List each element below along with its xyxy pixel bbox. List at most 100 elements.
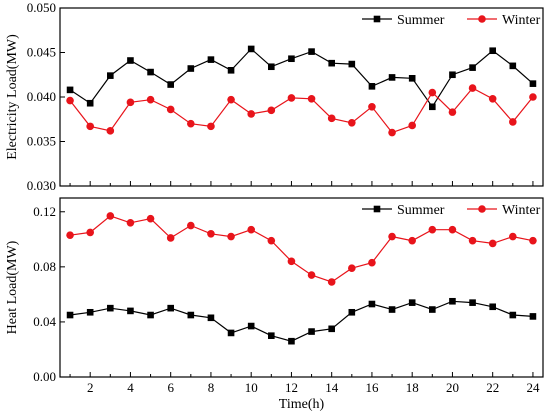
data-point-summer <box>388 74 396 81</box>
data-point-summer <box>308 328 315 335</box>
data-point-winter <box>428 88 437 97</box>
data-point-summer <box>348 60 356 68</box>
y-tick-label: 0.00 <box>33 369 56 384</box>
data-point-summer <box>107 304 114 312</box>
data-point-winter <box>327 278 336 286</box>
data-point-summer <box>86 308 94 316</box>
x-axis-label: Time(h) <box>279 397 325 412</box>
data-point-winter <box>488 94 497 103</box>
data-point-summer <box>268 332 275 339</box>
data-point-winter <box>307 94 316 103</box>
data-point-summer <box>268 63 275 71</box>
x-tick-label: 24 <box>526 380 540 395</box>
data-point-summer <box>147 311 154 319</box>
data-point-summer <box>167 304 174 312</box>
data-point-summer <box>529 313 537 320</box>
legend-label: Winter <box>502 13 541 28</box>
x-tick-label: 4 <box>127 380 134 395</box>
y-tick-label: 0.08 <box>33 259 56 274</box>
data-point-winter <box>247 225 255 234</box>
data-point-summer <box>86 99 94 107</box>
data-point-winter <box>488 239 497 248</box>
data-point-summer <box>147 68 154 76</box>
data-point-summer <box>408 299 416 306</box>
data-point-summer <box>429 306 436 313</box>
data-point-summer <box>127 307 134 315</box>
data-point-winter <box>428 225 437 234</box>
series-line-winter <box>70 215 534 283</box>
legend-item-summer: Summer <box>362 13 445 28</box>
x-tick-label: 10 <box>245 380 258 395</box>
data-point-summer <box>66 311 74 319</box>
data-point-winter <box>227 95 235 104</box>
data-point-winter <box>207 230 215 238</box>
data-point-summer <box>308 48 315 55</box>
data-point-winter <box>408 121 416 130</box>
data-point-winter <box>307 271 316 279</box>
y-axis-label: Electricity Load(MW) <box>5 34 20 160</box>
series-line-winter <box>69 87 534 134</box>
data-point-summer <box>429 103 436 111</box>
data-point-winter <box>368 258 376 267</box>
legend-marker-circle <box>478 205 486 213</box>
x-tick-label: 8 <box>208 380 215 395</box>
data-point-winter <box>287 257 296 266</box>
data-point-summer <box>167 81 174 88</box>
data-point-summer <box>469 299 476 306</box>
data-point-winter <box>468 236 477 245</box>
legend-item-summer: Summer <box>362 203 445 218</box>
data-point-winter <box>166 234 175 242</box>
data-point-winter <box>146 95 155 104</box>
series-line-summer <box>70 300 533 342</box>
y-tick-label: 0.035 <box>27 134 56 149</box>
data-point-summer <box>368 300 376 308</box>
legend-item-winter: Winter <box>467 13 541 28</box>
legend-marker-square <box>373 205 381 213</box>
data-point-winter <box>509 232 517 241</box>
y-tick-label: 0.04 <box>33 314 56 329</box>
data-point-summer <box>509 311 517 319</box>
data-point-winter <box>106 127 115 135</box>
data-point-summer <box>127 57 134 64</box>
data-point-summer <box>348 308 356 316</box>
data-point-summer <box>207 56 215 63</box>
plot-frame <box>59 7 544 187</box>
x-tick-label: 2 <box>87 380 94 395</box>
x-tick-label: 6 <box>167 380 174 395</box>
data-point-winter <box>448 108 457 116</box>
data-point-summer <box>489 47 496 55</box>
legend-label: Summer <box>397 203 445 218</box>
heat-load-panel: 0.000.040.080.122 4 6 8 10 12 14 16 18 20 22 24Heat… <box>5 197 544 412</box>
data-point-winter <box>468 84 477 92</box>
x-tick-label: 18 <box>406 380 419 395</box>
data-point-summer <box>247 322 255 330</box>
x-tick-label: 16 <box>365 380 379 395</box>
series-line-summer <box>69 48 534 108</box>
y-tick-label: 0.040 <box>27 89 56 104</box>
data-point-summer <box>509 62 517 70</box>
data-point-summer <box>66 86 74 94</box>
data-point-winter <box>126 98 135 107</box>
data-point-winter <box>348 264 356 273</box>
x-tick-label: 22 <box>486 380 499 395</box>
legend-label: Winter <box>502 203 541 218</box>
y-axis-label: Heat Load(MW) <box>5 240 20 334</box>
x-tick-label: 20 <box>446 380 459 395</box>
legend-label: Summer <box>397 13 445 28</box>
data-point-winter <box>187 221 195 230</box>
data-point-winter <box>408 236 416 245</box>
data-point-winter <box>529 236 537 245</box>
data-point-winter <box>509 118 517 126</box>
legend-marker-square <box>373 15 381 23</box>
y-tick-label: 0.12 <box>33 204 56 219</box>
data-point-summer <box>247 45 255 53</box>
data-point-summer <box>368 83 376 90</box>
data-point-summer <box>388 306 396 313</box>
data-point-summer <box>107 72 114 79</box>
legend-item-winter: Winter <box>467 203 541 218</box>
data-point-summer <box>187 65 195 72</box>
data-point-winter <box>388 232 396 241</box>
data-point-summer <box>469 64 476 71</box>
data-point-winter <box>327 114 336 123</box>
